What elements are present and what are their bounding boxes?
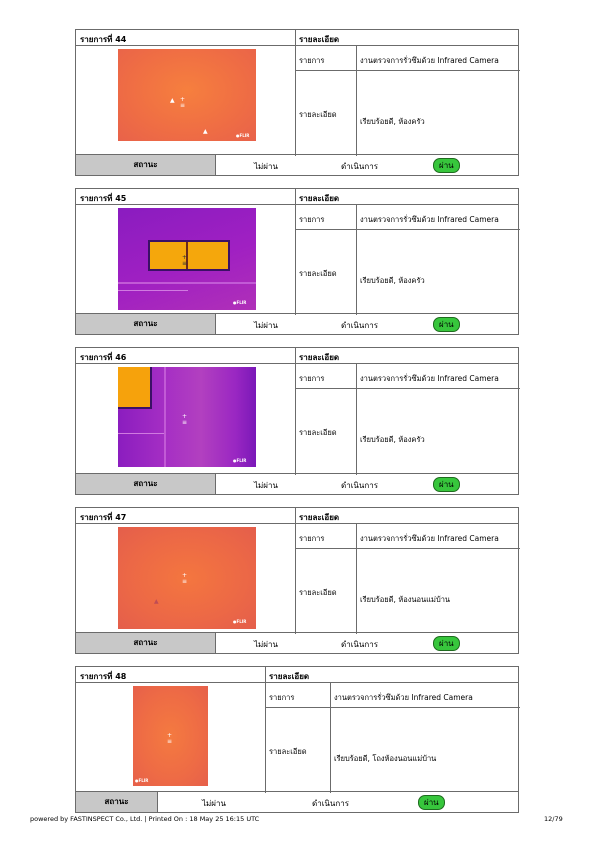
status-label: สถานะ	[76, 155, 216, 175]
inspection-card-46: รายการที่ 46 รายละเอียด รายการ งานตรวจกา…	[75, 347, 520, 495]
pass-badge: ผ่าน	[418, 795, 445, 810]
item-label: รายการ	[299, 534, 325, 543]
detail-value: เรียบร้อยดี, ห้องครัว	[360, 276, 425, 285]
detail-header: รายละเอียด	[299, 353, 340, 362]
thermal-image: + ≡ ●FLIR	[118, 208, 256, 310]
card-header: รายการที่ 47 รายละเอียด	[76, 508, 518, 524]
page-number: 12/79	[544, 815, 563, 823]
item-prefix: รายการที่	[80, 353, 113, 362]
flir-logo: ●FLIR	[236, 133, 250, 138]
detail-label: รายละเอียด	[299, 269, 337, 278]
flir-logo: ●FLIR	[135, 778, 149, 783]
detail-value: เรียบร้อยดี, ห้องครัว	[360, 117, 425, 126]
flir-logo: ●FLIR	[233, 619, 247, 624]
option-fail: ไม่ผ่าน	[202, 799, 226, 808]
coldspot-icon: ▲	[154, 598, 159, 605]
detail-label: รายละเอียด	[299, 110, 337, 119]
thermal-image: + ≡ ▲ ●FLIR	[118, 527, 256, 629]
card-header: รายการที่ 44 รายละเอียด	[76, 30, 518, 46]
option-in-progress: ดำเนินการ	[341, 162, 378, 171]
inspection-card-45: รายการที่ 45 รายละเอียด รายการ งานตรวจกา…	[75, 188, 520, 335]
option-in-progress: ดำเนินการ	[341, 640, 378, 649]
detail-header: รายละเอียด	[299, 35, 340, 44]
item-label: รายการ	[299, 56, 325, 65]
detail-label: รายละเอียด	[299, 588, 337, 597]
item-number: 46	[115, 353, 127, 362]
pass-badge: ผ่าน	[433, 158, 460, 173]
item-title: งานตรวจการรั่วซึมด้วย Infrared Camera	[360, 56, 499, 65]
crosshair-icon: + ≡	[182, 254, 188, 267]
status-label: สถานะ	[76, 314, 216, 334]
status-bar: สถานะ ไม่ผ่าน ดำเนินการ ผ่าน	[76, 313, 518, 334]
card-header: รายการที่ 46 รายละเอียด	[76, 348, 518, 364]
crosshair-icon: + ≡	[180, 96, 186, 109]
item-title: งานตรวจการรั่วซึมด้วย Infrared Camera	[334, 693, 473, 702]
item-title: งานตรวจการรั่วซึมด้วย Infrared Camera	[360, 215, 499, 224]
option-fail: ไม่ผ่าน	[254, 640, 278, 649]
item-label: รายการ	[299, 374, 325, 383]
item-label: รายการ	[269, 693, 295, 702]
status-bar: สถานะ ไม่ผ่าน ดำเนินการ ผ่าน	[76, 632, 518, 653]
item-number: 45	[115, 194, 127, 203]
status-bar: สถานะ ไม่ผ่าน ดำเนินการ ผ่าน	[76, 473, 518, 494]
card-header: รายการที่ 45 รายละเอียด	[76, 189, 518, 205]
flir-logo: ●FLIR	[233, 458, 247, 463]
inspection-card-48: รายการที่ 48 รายละเอียด รายการ งานตรวจกา…	[75, 666, 520, 813]
window-hotspot	[118, 367, 152, 409]
detail-value: เรียบร้อยดี, โถงห้องนอนแม่บ้าน	[334, 754, 437, 763]
crosshair-icon: + ≡	[167, 732, 173, 745]
status-bar: สถานะ ไม่ผ่าน ดำเนินการ ผ่าน	[76, 154, 518, 175]
crosshair-icon: + ≡	[182, 413, 188, 426]
pass-badge: ผ่าน	[433, 636, 460, 651]
item-prefix: รายการที่	[80, 194, 113, 203]
status-label: สถานะ	[76, 633, 216, 653]
item-title: งานตรวจการรั่วซึมด้วย Infrared Camera	[360, 534, 499, 543]
inspection-card-44: รายการที่ 44 รายละเอียด รายการ งานตรวจกา…	[75, 29, 520, 176]
inspection-card-47: รายการที่ 47 รายละเอียด รายการ งานตรวจกา…	[75, 507, 520, 654]
crosshair-icon: + ≡	[182, 572, 188, 585]
status-label: สถานะ	[76, 792, 158, 812]
status-label: สถานะ	[76, 474, 216, 494]
window-hotspot	[148, 240, 230, 271]
item-label: รายการ	[299, 215, 325, 224]
thermal-image: + ≡ ●FLIR	[133, 686, 208, 786]
option-in-progress: ดำเนินการ	[341, 481, 378, 490]
item-title: งานตรวจการรั่วซึมด้วย Infrared Camera	[360, 374, 499, 383]
detail-label: รายละเอียด	[299, 428, 337, 437]
item-number: 47	[115, 513, 127, 522]
item-number: 44	[115, 35, 127, 44]
option-fail: ไม่ผ่าน	[254, 162, 278, 171]
card-header: รายการที่ 48 รายละเอียด	[76, 667, 518, 683]
detail-header: รายละเอียด	[299, 513, 340, 522]
thermal-image: + ≡ ●FLIR	[118, 367, 256, 467]
option-fail: ไม่ผ่าน	[254, 321, 278, 330]
item-prefix: รายการที่	[80, 672, 113, 681]
flir-logo: ●FLIR	[233, 300, 247, 305]
item-number: 48	[115, 672, 127, 681]
option-fail: ไม่ผ่าน	[254, 481, 278, 490]
thermal-image: + ≡ ▲ ▲ ●FLIR	[118, 49, 256, 141]
detail-value: เรียบร้อยดี, ห้องนอนแม่บ้าน	[360, 595, 451, 604]
footer-text: powered by FASTINSPECT Co., Ltd. | Print…	[30, 815, 260, 823]
option-in-progress: ดำเนินการ	[312, 799, 349, 808]
detail-label: รายละเอียด	[269, 747, 307, 756]
detail-header: รายละเอียด	[299, 194, 340, 203]
option-in-progress: ดำเนินการ	[341, 321, 378, 330]
pass-badge: ผ่าน	[433, 477, 460, 492]
item-prefix: รายการที่	[80, 513, 113, 522]
detail-header: รายละเอียด	[269, 672, 310, 681]
status-bar: สถานะ ไม่ผ่าน ดำเนินการ ผ่าน	[76, 791, 518, 812]
pass-badge: ผ่าน	[433, 317, 460, 332]
coldspot-icon: ▲	[203, 128, 208, 135]
item-prefix: รายการที่	[80, 35, 113, 44]
hotspot-icon: ▲	[170, 97, 175, 104]
detail-value: เรียบร้อยดี, ห้องครัว	[360, 435, 425, 444]
